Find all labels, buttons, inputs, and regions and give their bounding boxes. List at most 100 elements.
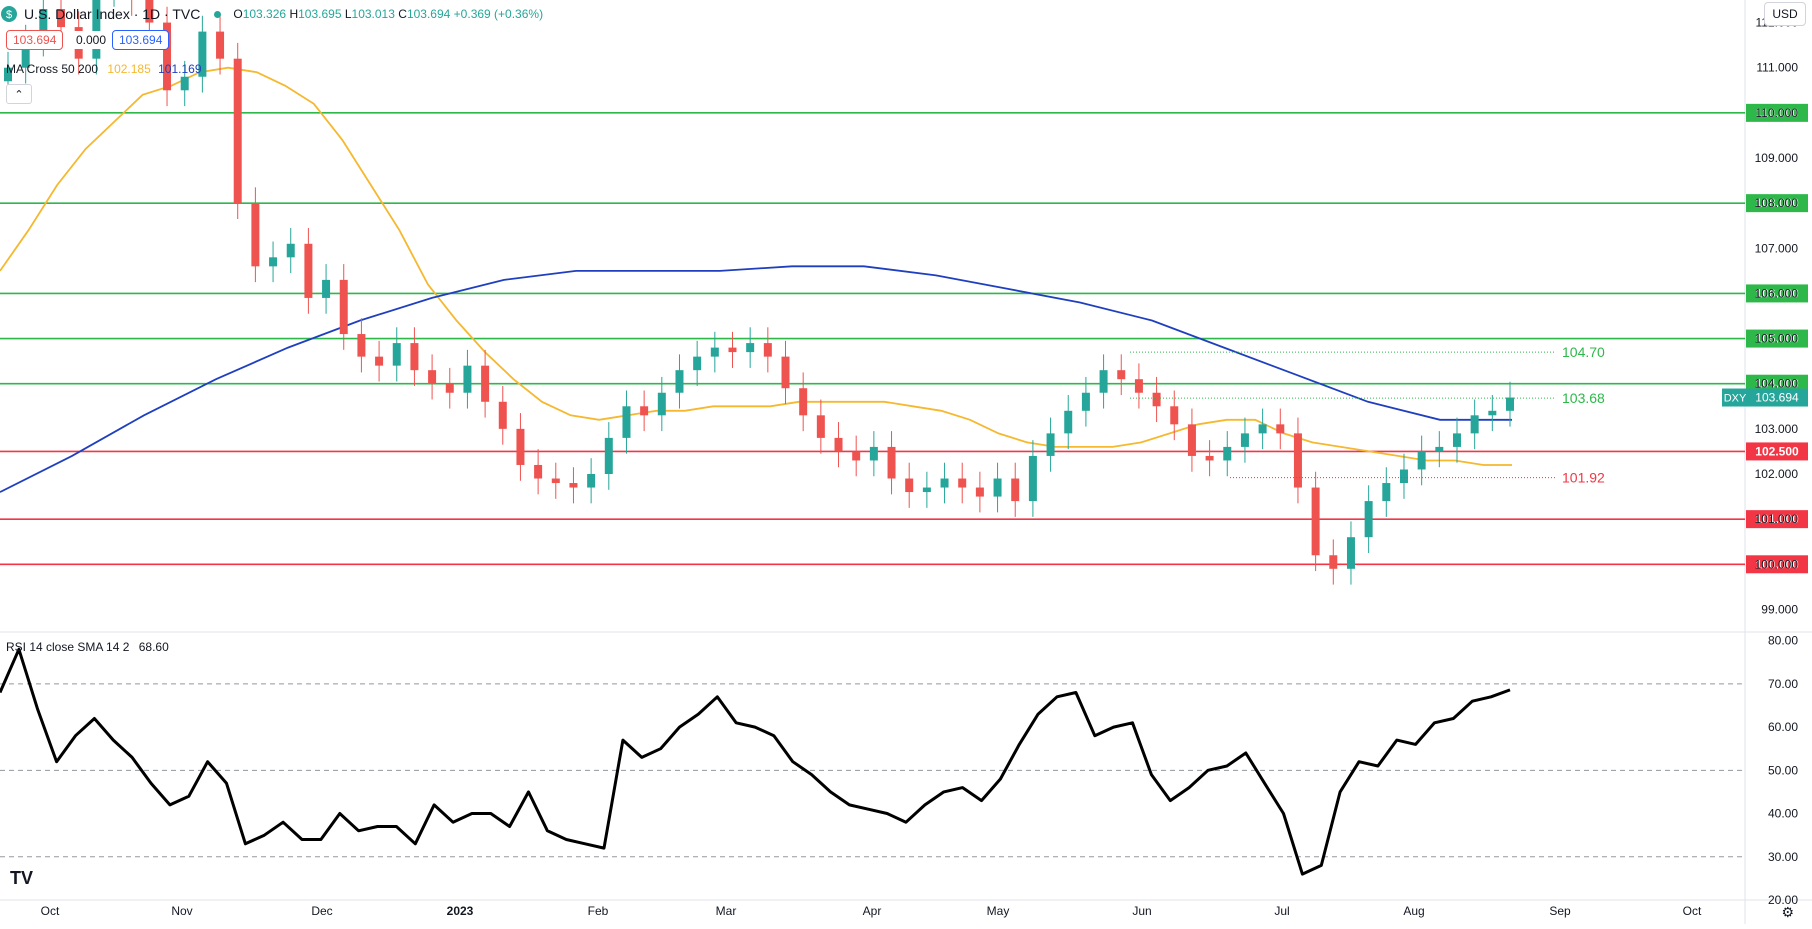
svg-text:$: $ — [6, 9, 12, 21]
candle — [569, 467, 578, 504]
candle-body — [799, 388, 808, 416]
candle-body — [1011, 478, 1020, 502]
candle — [1417, 435, 1426, 486]
candle-body — [1399, 469, 1408, 484]
rsi-tick-label: 40.00 — [1768, 807, 1798, 821]
candle-body — [1099, 370, 1108, 393]
time-tick-label: Nov — [171, 904, 192, 918]
candle-body — [1452, 433, 1461, 447]
price-tick-label: 99.000 — [1761, 602, 1798, 616]
candle-body — [728, 347, 737, 353]
rsi-tick-label: 50.00 — [1768, 763, 1798, 777]
candle — [940, 462, 949, 504]
symbol-info[interactable]: $ U.S. Dollar Index · 1D · TVC — [0, 5, 200, 23]
candle-body — [39, 9, 48, 41]
candle — [198, 15, 207, 93]
candle-body — [1170, 406, 1179, 425]
level-price-tag — [1746, 510, 1808, 529]
rsi-tick-label: 70.00 — [1768, 677, 1798, 691]
candle — [1311, 471, 1320, 572]
candle — [1187, 408, 1196, 472]
candle-body — [286, 243, 295, 258]
last-price-tag — [1746, 388, 1808, 407]
candle-body — [640, 406, 649, 416]
level-price-label: 110.000 — [1756, 106, 1799, 120]
candle — [339, 264, 348, 350]
market-status-dot — [214, 10, 222, 18]
candle — [710, 331, 719, 373]
candle-body — [1506, 397, 1514, 411]
candle — [233, 42, 242, 219]
ma50-line — [0, 66, 1512, 466]
candle-body — [216, 31, 225, 59]
candle-body — [1152, 392, 1161, 407]
dollar-icon: $ — [1, 6, 17, 22]
candle-body — [357, 334, 366, 357]
candle-body — [1276, 424, 1285, 434]
candle-body — [1223, 446, 1232, 461]
candle-body — [4, 67, 12, 82]
candle-body — [922, 487, 931, 493]
candle-body — [463, 365, 472, 393]
candle-body — [322, 279, 331, 298]
price-tick-label: 102.000 — [1755, 467, 1799, 481]
buy-price-button[interactable]: 103.694 — [112, 30, 170, 50]
candle-body — [1205, 455, 1214, 461]
candle-body — [1046, 433, 1055, 456]
candle-body — [1134, 379, 1143, 393]
tradingview-logo[interactable]: TV — [10, 868, 34, 888]
candle-body — [622, 406, 631, 438]
level-price-label: 104.000 — [1755, 377, 1799, 391]
candle-body — [834, 437, 843, 452]
candle — [163, 6, 172, 107]
time-tick-label: Oct — [1683, 904, 1702, 918]
level-price-tag — [1746, 374, 1808, 393]
candle-body — [445, 383, 454, 393]
rsi-tick-label: 20.00 — [1768, 893, 1798, 907]
candle — [728, 331, 737, 368]
candle-body — [392, 343, 401, 366]
candle — [799, 372, 808, 432]
candle-body — [710, 347, 719, 357]
candle-body — [1417, 451, 1426, 470]
candle — [816, 399, 825, 454]
candle — [322, 264, 331, 314]
candle-body — [410, 343, 419, 371]
level-price-label: 105.000 — [1755, 332, 1799, 346]
candle — [180, 60, 189, 107]
level-price-label: 108.000 — [1755, 196, 1799, 210]
candle-body — [21, 40, 30, 68]
candle — [1028, 440, 1037, 517]
candle — [216, 15, 225, 75]
time-tick-label: Jul — [1274, 904, 1289, 918]
candle — [1134, 363, 1143, 409]
sell-price-button[interactable]: 103.694 — [6, 30, 64, 50]
level-price-tag — [1746, 103, 1808, 122]
price-tick-label: 111.000 — [1756, 61, 1798, 75]
price-tick-label: 101.000 — [1755, 512, 1799, 526]
candle — [145, 0, 154, 39]
candle — [675, 354, 684, 409]
annotation-label: 101.92 — [1562, 470, 1605, 486]
collapse-legend-button[interactable]: ⌃ — [6, 84, 32, 104]
candle-body — [940, 478, 949, 488]
candle-body — [1187, 424, 1196, 456]
candle-body — [1435, 446, 1444, 452]
candle-body — [269, 257, 278, 267]
candle-body — [1311, 487, 1320, 556]
candle-body — [675, 370, 684, 393]
currency-selector[interactable]: USD — [1764, 2, 1806, 26]
candle — [622, 390, 631, 454]
candle — [1293, 417, 1302, 504]
settings-gear-icon[interactable]: ⚙ — [1781, 904, 1794, 920]
time-tick-label: Dec — [311, 904, 332, 918]
ma-legend[interactable]: MA Cross 50 200 102.185 101.169 — [6, 62, 202, 76]
candle-body — [304, 243, 313, 298]
candle — [1364, 485, 1373, 553]
price-tick-label: 105.000 — [1755, 332, 1799, 346]
candle — [640, 390, 649, 432]
rsi-legend[interactable]: RSI 14 close SMA 14 2 68.60 — [6, 640, 169, 654]
candle — [587, 458, 596, 504]
level-price-label: 106.000 — [1755, 286, 1799, 300]
